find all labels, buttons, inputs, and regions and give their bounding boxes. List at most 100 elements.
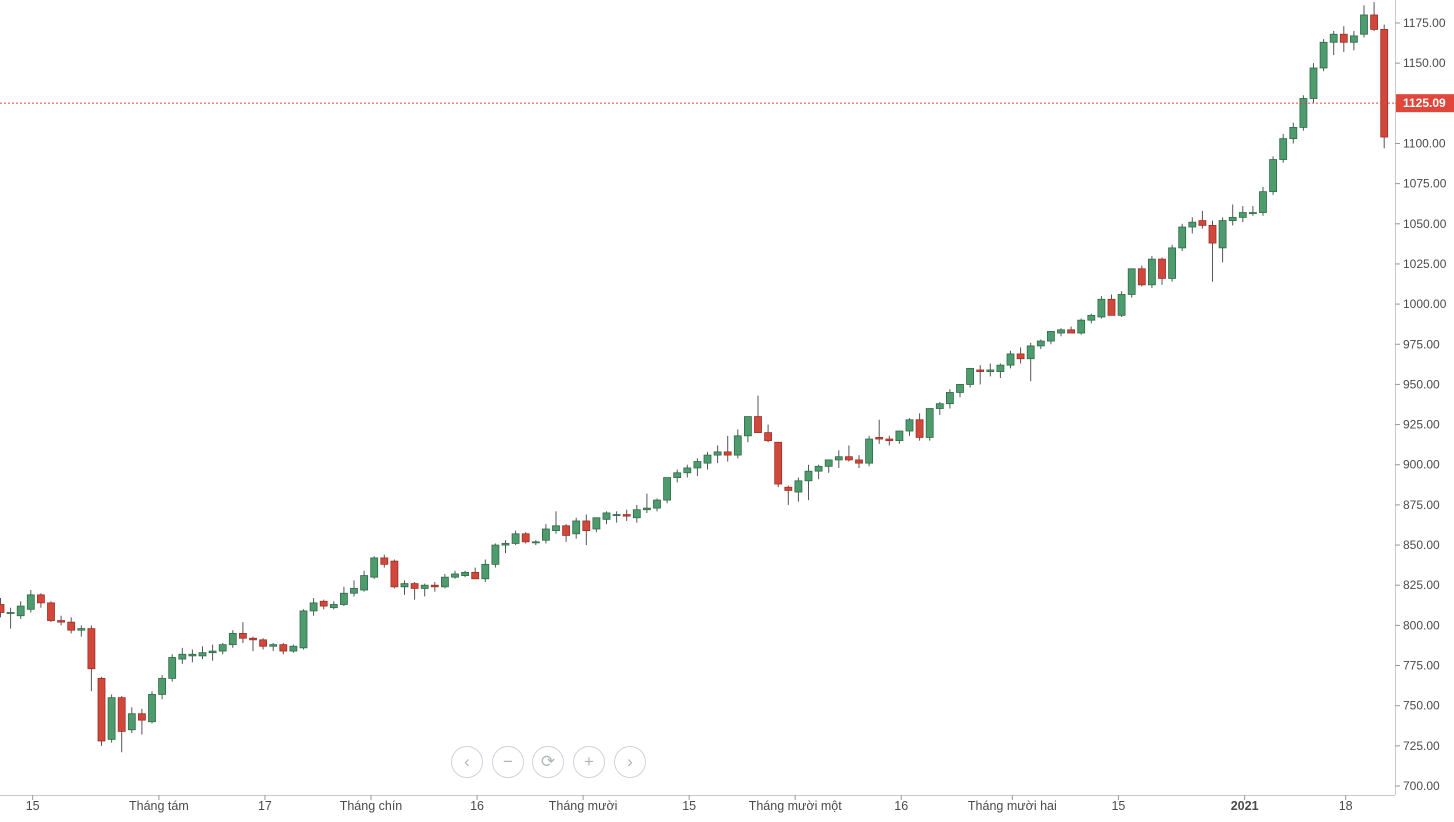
- candle-down: [915, 413, 924, 441]
- candle-down: [845, 445, 853, 462]
- candle-body: [1279, 138, 1288, 160]
- reset-chart-button[interactable]: ⟳: [532, 746, 564, 778]
- candle-up: [814, 464, 823, 480]
- candle-body: [440, 576, 449, 588]
- candle-down: [562, 524, 570, 542]
- candle-up: [1047, 331, 1055, 345]
- candle-body: [1178, 226, 1187, 249]
- candle-up: [461, 570, 470, 578]
- candle-body: [1228, 216, 1237, 221]
- candle-up: [299, 609, 308, 650]
- candle-body: [865, 438, 873, 464]
- x-tick-label: Tháng mười: [549, 799, 618, 813]
- candle-body: [976, 369, 985, 372]
- candle-body: [430, 584, 439, 588]
- candle-up: [824, 459, 833, 473]
- candle-up: [1269, 156, 1277, 195]
- zoom-in-button[interactable]: +: [573, 746, 605, 778]
- candle-body: [521, 533, 530, 543]
- y-tick-label: 775.00: [1403, 659, 1440, 673]
- scroll-left-button[interactable]: ‹: [451, 746, 483, 778]
- candle-body: [966, 367, 974, 385]
- candle-body: [1047, 331, 1055, 342]
- candle-body: [1380, 29, 1389, 138]
- current-price-label: 1125.09: [1403, 96, 1446, 110]
- candle-body: [804, 470, 813, 482]
- candle-down: [1067, 326, 1075, 334]
- candle-body: [895, 430, 904, 442]
- candle-body: [1259, 191, 1267, 213]
- candle-body: [542, 528, 550, 541]
- candle-body: [1289, 127, 1298, 140]
- candle-body: [1238, 212, 1247, 218]
- candle-body: [501, 543, 510, 546]
- candle-up: [1249, 206, 1257, 216]
- x-tick-label: Tháng tám: [129, 799, 189, 813]
- candle-body: [249, 637, 257, 641]
- candle-up: [1238, 206, 1247, 223]
- candle-up: [481, 559, 490, 582]
- candle-up: [966, 367, 974, 388]
- candle-up: [996, 363, 1005, 378]
- candle-body: [1057, 329, 1065, 334]
- candle-up: [1329, 31, 1338, 56]
- candle-up: [198, 646, 207, 660]
- candle-down: [1158, 257, 1166, 285]
- candle-up: [1097, 296, 1106, 319]
- candle-up: [400, 580, 409, 595]
- reset-icon: ⟳: [540, 752, 556, 771]
- candle-body: [562, 525, 570, 536]
- candle-up: [148, 691, 156, 724]
- candle-up: [1319, 39, 1328, 72]
- candle-body: [390, 560, 399, 588]
- candle-up: [572, 517, 581, 539]
- candle-down: [754, 395, 762, 434]
- candle-down: [67, 617, 76, 634]
- candle-down: [1137, 265, 1146, 287]
- candle-up: [1360, 5, 1368, 38]
- candle-body: [1208, 224, 1217, 244]
- candle-body: [925, 408, 934, 438]
- x-tick-label: 2021: [1231, 799, 1259, 813]
- candle-up: [744, 416, 752, 443]
- candle-body: [309, 602, 318, 612]
- candle-up: [1087, 313, 1096, 324]
- candle-up: [552, 511, 560, 534]
- candle-up: [794, 477, 803, 502]
- candle-body: [673, 472, 682, 478]
- candle-body: [26, 594, 35, 610]
- candle-body: [319, 600, 328, 607]
- candle-body: [117, 697, 126, 732]
- scroll-right-button[interactable]: ›: [614, 746, 646, 778]
- candle-up: [703, 451, 712, 470]
- candle-body: [1036, 340, 1045, 347]
- candle-body: [632, 509, 641, 519]
- candle-body: [259, 639, 268, 647]
- candle-up: [865, 435, 873, 467]
- y-tick-label: 800.00: [1403, 618, 1440, 632]
- candle-up: [956, 384, 964, 398]
- x-tick-label: 15: [26, 799, 40, 813]
- candle-body: [289, 645, 298, 652]
- candle-body: [37, 594, 45, 604]
- candle-up: [925, 408, 934, 441]
- candle-body: [935, 403, 944, 409]
- candle-down: [622, 509, 631, 521]
- candle-body: [703, 454, 712, 464]
- y-tick-label: 825.00: [1403, 578, 1440, 592]
- candle-body: [1087, 314, 1096, 321]
- candle-down: [137, 708, 146, 735]
- candle-body: [87, 628, 96, 670]
- candle-body: [299, 610, 308, 649]
- candle-body: [956, 384, 964, 393]
- candle-body: [380, 557, 389, 565]
- candle-down: [249, 636, 257, 652]
- candle-up: [683, 464, 692, 478]
- candle-body: [1309, 67, 1318, 99]
- zoom-out-button[interactable]: −: [492, 746, 524, 778]
- candle-up: [592, 517, 601, 533]
- candle-down: [784, 485, 793, 505]
- candle-body: [713, 451, 722, 456]
